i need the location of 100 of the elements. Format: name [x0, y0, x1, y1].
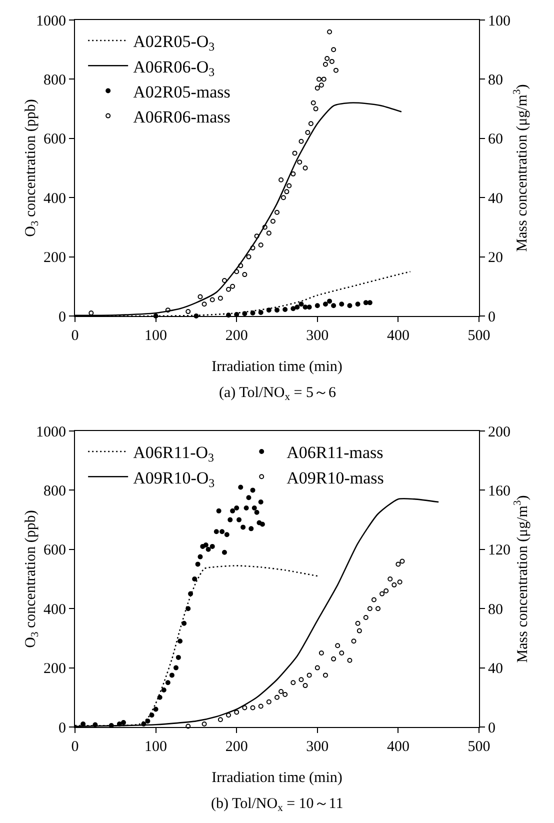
point — [313, 106, 318, 112]
point — [356, 628, 362, 634]
point — [176, 654, 181, 660]
point — [248, 526, 254, 532]
point — [308, 121, 314, 126]
y-tick-label: 400 — [44, 602, 66, 618]
point — [230, 284, 236, 289]
point — [92, 722, 98, 728]
point — [400, 558, 405, 564]
legend-label: A06R06-mass — [133, 107, 230, 126]
point — [165, 680, 170, 686]
point — [314, 86, 320, 91]
point — [266, 699, 272, 704]
point — [302, 166, 308, 170]
point — [367, 300, 372, 306]
point — [258, 242, 264, 248]
point — [266, 308, 272, 313]
point — [286, 183, 292, 188]
point — [270, 218, 276, 224]
y-tick-label: 1000 — [36, 424, 66, 440]
point — [302, 304, 308, 310]
point — [240, 524, 246, 530]
point — [322, 672, 328, 678]
point — [254, 234, 260, 239]
point — [224, 532, 230, 538]
point — [202, 302, 207, 307]
y-tick-label: 800 — [44, 72, 66, 88]
point — [236, 517, 242, 522]
point — [145, 718, 150, 724]
legend-label: A06R11-mass — [286, 443, 384, 462]
point — [198, 294, 203, 300]
x-tick-label: 500 — [468, 739, 490, 755]
point — [331, 656, 336, 662]
point — [218, 717, 223, 722]
point — [316, 76, 322, 82]
point — [186, 606, 191, 612]
point — [363, 614, 368, 620]
y2-tick-label: 20 — [488, 250, 503, 266]
point — [198, 554, 203, 560]
point — [324, 56, 330, 61]
point — [367, 606, 372, 612]
point — [230, 508, 236, 514]
point — [252, 505, 257, 510]
point — [335, 643, 340, 648]
x-tick-label: 0 — [71, 739, 79, 755]
point — [258, 704, 264, 709]
point — [218, 296, 223, 301]
y-tick-label: 200 — [44, 250, 66, 266]
point — [182, 620, 187, 626]
y-tick-label: 0 — [58, 309, 66, 326]
y-tick-label: 200 — [44, 661, 66, 678]
point — [355, 620, 360, 626]
point — [250, 310, 256, 316]
point — [329, 58, 334, 64]
point — [242, 705, 248, 710]
y2-tick-label: 40 — [488, 190, 503, 207]
x-tick-label: 100 — [144, 328, 168, 344]
point — [250, 245, 256, 250]
x-axis-title: Irradiation time (min) — [212, 770, 342, 786]
point — [214, 529, 219, 534]
point — [274, 210, 280, 215]
point — [347, 303, 352, 308]
point — [242, 311, 248, 316]
point — [322, 302, 328, 307]
point — [153, 706, 158, 712]
y-tick-label: 1000 — [36, 13, 66, 30]
point — [250, 488, 256, 493]
point — [210, 544, 215, 549]
x-tick-label: 300 — [306, 739, 329, 755]
point — [246, 495, 252, 500]
y2-tick-label: 160 — [488, 483, 510, 500]
point — [363, 300, 368, 306]
point — [210, 297, 215, 302]
point — [178, 638, 183, 644]
point — [384, 588, 389, 594]
y-tick-label: 600 — [44, 132, 66, 148]
point — [226, 712, 232, 718]
point — [314, 665, 320, 670]
point — [262, 224, 268, 230]
point — [392, 582, 397, 588]
point — [244, 505, 249, 510]
point — [331, 303, 336, 308]
text: (b) Tol/NO$_{x}$ = 10～11 — [211, 796, 344, 814]
point — [120, 720, 126, 726]
point — [222, 278, 227, 283]
point — [149, 712, 154, 718]
y2-tick-label: 120 — [488, 542, 510, 559]
point — [234, 710, 240, 715]
point — [331, 47, 336, 52]
point — [238, 484, 244, 490]
point — [297, 160, 302, 165]
point — [351, 638, 356, 644]
point — [220, 529, 225, 534]
point — [280, 195, 286, 200]
point — [161, 688, 166, 692]
point — [222, 550, 227, 555]
point — [206, 546, 211, 552]
point — [327, 29, 332, 34]
point — [290, 306, 296, 312]
legend-label: A06R11-O$_{3}$ — [133, 443, 214, 465]
